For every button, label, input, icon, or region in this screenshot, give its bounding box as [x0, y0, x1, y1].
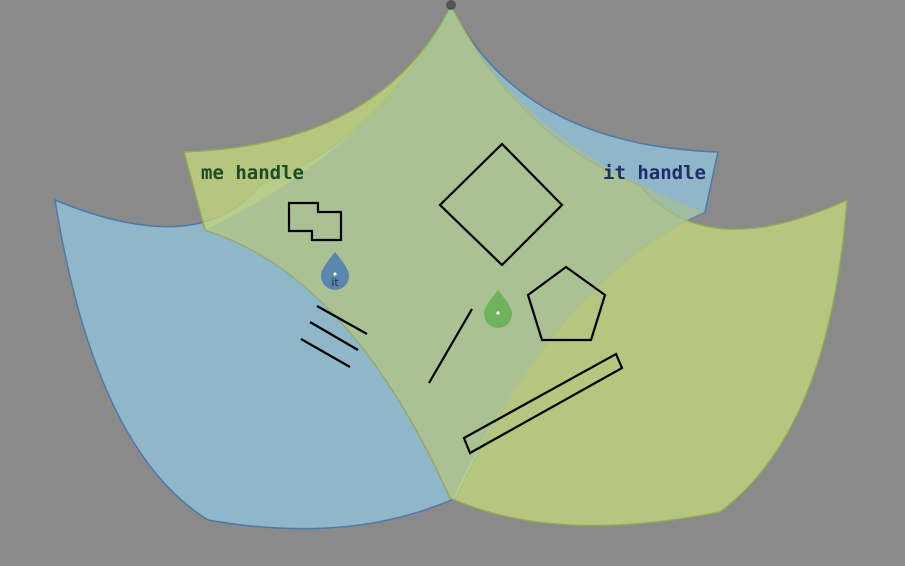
- diagonal-line[interactable]: [428, 308, 473, 384]
- it-pin[interactable]: it: [320, 252, 350, 290]
- me-pin[interactable]: [483, 290, 513, 328]
- me-pin-marker[interactable]: [483, 290, 513, 328]
- notched-rectangle-shape[interactable]: [287, 201, 343, 242]
- pentagon-shape[interactable]: [526, 265, 607, 342]
- anchor-dot[interactable]: [446, 0, 456, 10]
- diamond-shape[interactable]: [438, 142, 564, 267]
- overlap-region: [205, 6, 705, 500]
- it-pin-label: it: [331, 276, 339, 289]
- it-handle-label[interactable]: it handle: [603, 162, 706, 184]
- parallel-line-3[interactable]: [300, 338, 351, 368]
- me-handle-label[interactable]: me handle: [201, 162, 304, 184]
- parallel-line-1[interactable]: [316, 305, 368, 335]
- long-bar-shape[interactable]: [462, 352, 624, 455]
- it-pin-marker[interactable]: [320, 252, 350, 290]
- parallel-line-2[interactable]: [309, 321, 359, 351]
